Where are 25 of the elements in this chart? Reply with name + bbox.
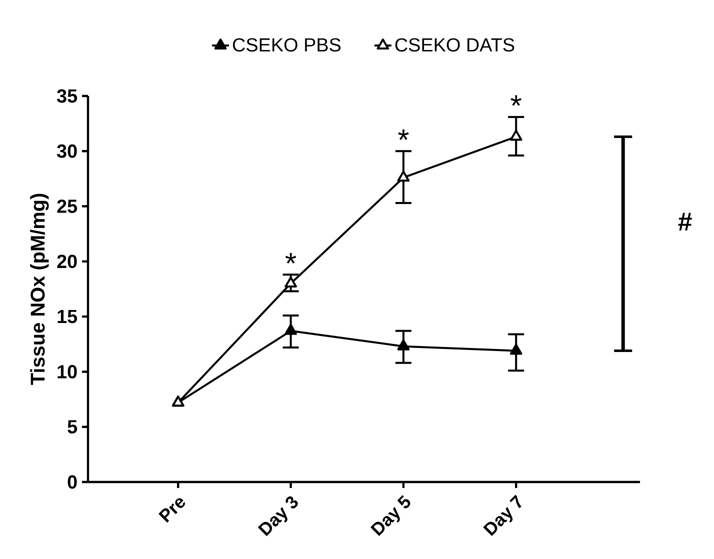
point	[397, 170, 410, 182]
y-tick-label: 15	[58, 310, 78, 324]
x-tick-label: Pre	[158, 498, 185, 523]
text: #	[678, 212, 692, 231]
legend-label: CSEKO PBS	[232, 38, 341, 52]
annotation: *	[510, 95, 522, 106]
x-tick-label: Day 7	[483, 494, 522, 536]
y-tick-label: 5	[68, 420, 78, 434]
y-tick-label: 10	[58, 365, 77, 378]
legend-label: CSEKO DATS	[395, 38, 514, 52]
annotation: *	[285, 253, 296, 264]
point	[284, 324, 297, 335]
y-tick-label: 20	[57, 254, 77, 268]
y-axis-title: Tissue NOx (pM/mg)	[30, 194, 49, 385]
annotation: *	[398, 129, 409, 140]
point	[397, 339, 410, 350]
y-tick-label: 0	[68, 475, 77, 489]
x-tick-label: Day 5	[370, 495, 410, 536]
y-tick-label: 30	[56, 144, 77, 158]
point	[284, 276, 297, 288]
point	[510, 344, 522, 355]
y-tick-label: 35	[56, 89, 78, 103]
x-tick-label: Day 3	[258, 496, 298, 536]
point	[510, 130, 522, 141]
y-tick-label: 25	[57, 200, 78, 213]
